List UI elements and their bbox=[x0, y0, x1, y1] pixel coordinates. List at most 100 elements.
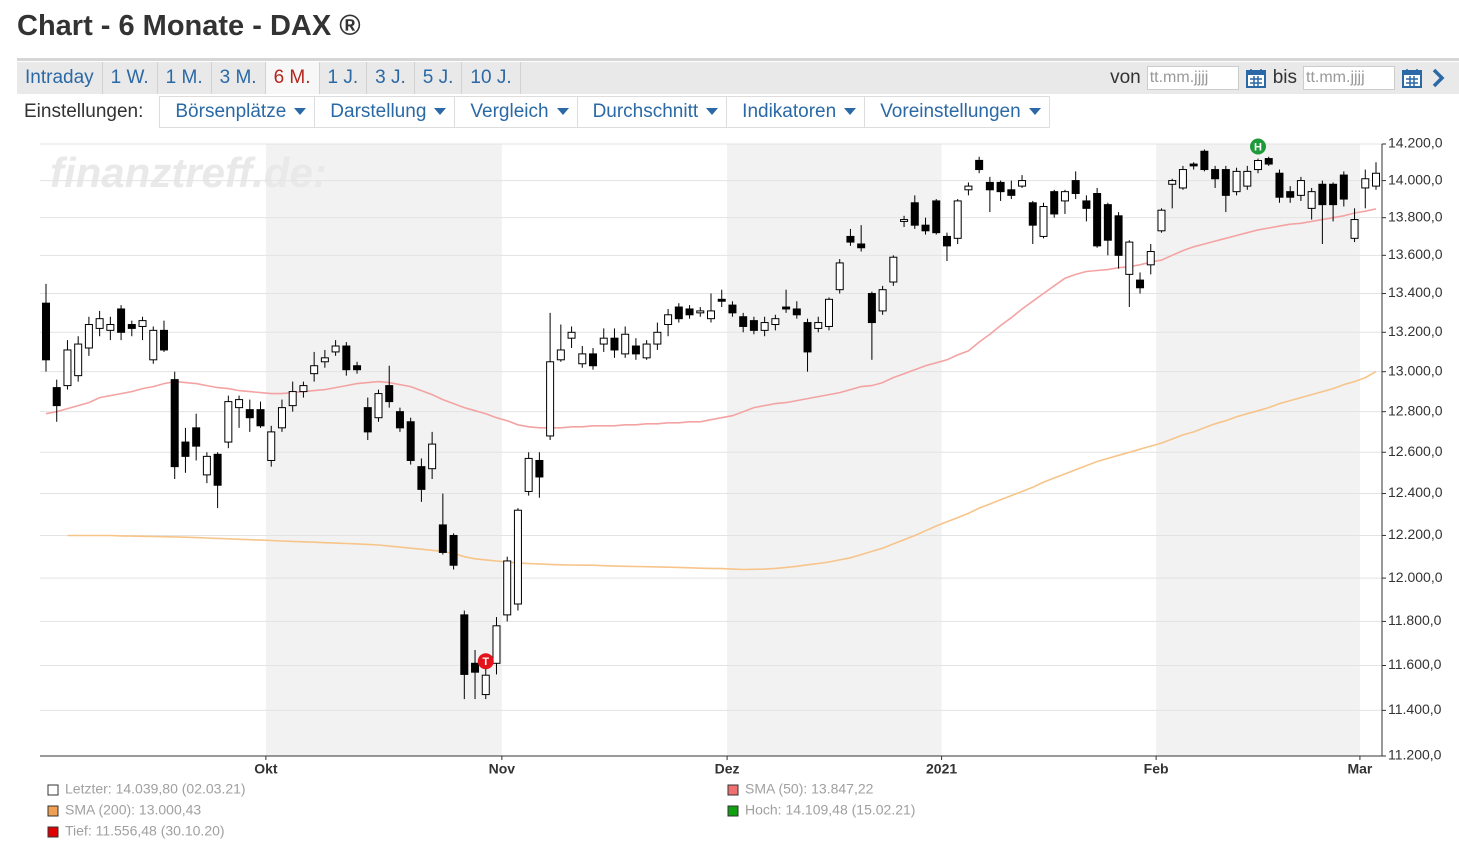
candle-body bbox=[1082, 200, 1091, 209]
legend-label: SMA (200): 13.000,43 bbox=[65, 802, 201, 818]
candle-body bbox=[363, 407, 372, 433]
candle-body bbox=[1060, 191, 1069, 202]
candle-body bbox=[417, 466, 426, 490]
date-range: von tt.mm.jjjj bis tt.mm.jjjj bbox=[1110, 64, 1447, 92]
settings-label: Einstellungen: bbox=[17, 96, 161, 128]
calendar-icon[interactable] bbox=[1401, 67, 1423, 89]
candle-body bbox=[664, 314, 673, 326]
period-tab[interactable]: 1 J. bbox=[320, 62, 368, 94]
candle-body bbox=[878, 289, 887, 312]
candle-body bbox=[674, 306, 683, 320]
period-tab[interactable]: 10 J. bbox=[462, 62, 521, 94]
candle-body bbox=[181, 441, 190, 457]
y-tick-label: 11.600,0 bbox=[1388, 656, 1442, 672]
chart: finanztreff.de: 11.200,0 11.400,0 11.600,0 1… bbox=[40, 135, 1443, 839]
from-input[interactable]: tt.mm.jjjj bbox=[1146, 66, 1239, 90]
period-tab[interactable]: 1 M. bbox=[158, 62, 212, 94]
candle-body bbox=[1275, 172, 1284, 198]
to-label: bis bbox=[1272, 67, 1297, 88]
candle-body bbox=[288, 391, 297, 407]
candle-body bbox=[395, 411, 404, 429]
legend-label: SMA (50): 13.847,22 bbox=[745, 781, 874, 797]
candle-body bbox=[1372, 172, 1380, 187]
y-tick-label: 12.200,0 bbox=[1388, 526, 1443, 542]
marker-label: T bbox=[482, 656, 489, 668]
dropdown-menu[interactable]: Voreinstellungen bbox=[865, 96, 1050, 128]
candle-body bbox=[1039, 205, 1048, 237]
candle-body bbox=[513, 509, 522, 605]
y-tick-label: 11.800,0 bbox=[1388, 612, 1442, 628]
candle-body bbox=[524, 457, 533, 492]
candle-body bbox=[803, 322, 812, 353]
y-tick-label: 12.800,0 bbox=[1388, 402, 1443, 418]
candle-body bbox=[696, 310, 705, 314]
candle-body bbox=[1125, 241, 1134, 275]
candle-body bbox=[1254, 159, 1263, 171]
candle-body bbox=[374, 393, 383, 419]
y-tick-label: 12.400,0 bbox=[1388, 484, 1443, 500]
candle-body bbox=[953, 200, 962, 239]
menu-label: Indikatoren bbox=[742, 101, 837, 122]
period-tab[interactable]: 6 M. bbox=[265, 62, 320, 94]
candle-body bbox=[224, 401, 233, 443]
candle-body bbox=[267, 431, 276, 461]
candle-body bbox=[867, 293, 876, 324]
to-input[interactable]: tt.mm.jjjj bbox=[1303, 66, 1395, 90]
caret bbox=[1028, 108, 1041, 115]
candle-body bbox=[556, 349, 565, 361]
legend-swatch bbox=[47, 784, 59, 796]
period-tab[interactable]: 5 J. bbox=[415, 62, 463, 94]
candle-body bbox=[835, 262, 844, 291]
month-band bbox=[1156, 144, 1360, 756]
candle-body bbox=[127, 324, 136, 329]
candle-body bbox=[975, 159, 984, 171]
menu-label: Vergleich bbox=[470, 101, 549, 122]
y-tick-label: 11.200,0 bbox=[1388, 747, 1442, 763]
watermark: finanztreff.de: bbox=[50, 149, 327, 196]
go-arrow[interactable] bbox=[1429, 67, 1447, 89]
candle-body bbox=[1264, 158, 1273, 165]
dropdown-menu[interactable]: Durchschnitt bbox=[577, 96, 728, 128]
period-tab[interactable]: 3 J. bbox=[367, 62, 415, 94]
dropdown-menu[interactable]: Börsenplätze bbox=[160, 96, 316, 128]
candle-body bbox=[631, 345, 640, 355]
candle-body bbox=[235, 399, 244, 409]
period-tab[interactable]: Intraday bbox=[17, 62, 103, 94]
legend-swatch bbox=[727, 784, 739, 796]
candle-body bbox=[202, 455, 211, 476]
average-line bbox=[67, 370, 1377, 571]
y-tick-label: 13.800,0 bbox=[1388, 208, 1443, 224]
candle-body bbox=[74, 343, 83, 377]
legend-label: Letzter: 14.039,80 (02.03.21) bbox=[65, 781, 246, 797]
y-tick-label: 14.200,0 bbox=[1388, 135, 1443, 151]
candle-body bbox=[1307, 191, 1316, 209]
dropdown-menu[interactable]: Darstellung bbox=[315, 96, 456, 128]
calendar-icon[interactable] bbox=[1245, 67, 1267, 89]
y-tick-label: 11.400,0 bbox=[1388, 701, 1442, 717]
from-label: von bbox=[1110, 67, 1141, 88]
candle-body bbox=[589, 353, 598, 367]
candle-body bbox=[310, 365, 319, 375]
candle-body bbox=[1339, 174, 1348, 200]
candle-body bbox=[921, 224, 930, 232]
candle-body bbox=[1136, 279, 1145, 289]
dropdown-menu[interactable]: Vergleich bbox=[455, 96, 578, 128]
candle-body bbox=[910, 202, 919, 226]
period-tab[interactable]: 3 M. bbox=[212, 62, 266, 94]
candle-body bbox=[1211, 169, 1220, 180]
menu-label: Durchschnitt bbox=[592, 101, 699, 122]
candle-body bbox=[1050, 191, 1059, 215]
dropdown-menu[interactable]: Indikatoren bbox=[727, 96, 866, 128]
candle-body bbox=[299, 385, 308, 393]
candle-body bbox=[277, 407, 286, 429]
candle-body bbox=[1329, 183, 1338, 206]
legend-label: Hoch: 14.109,48 (15.02.21) bbox=[745, 802, 915, 818]
candle-body bbox=[814, 322, 823, 329]
candle-body bbox=[846, 235, 855, 243]
candle-body bbox=[728, 304, 737, 314]
period-tab[interactable]: 1 W. bbox=[103, 62, 158, 94]
x-tick-label: Nov bbox=[489, 761, 516, 777]
candle-body bbox=[621, 333, 630, 355]
candle-body bbox=[449, 534, 458, 566]
